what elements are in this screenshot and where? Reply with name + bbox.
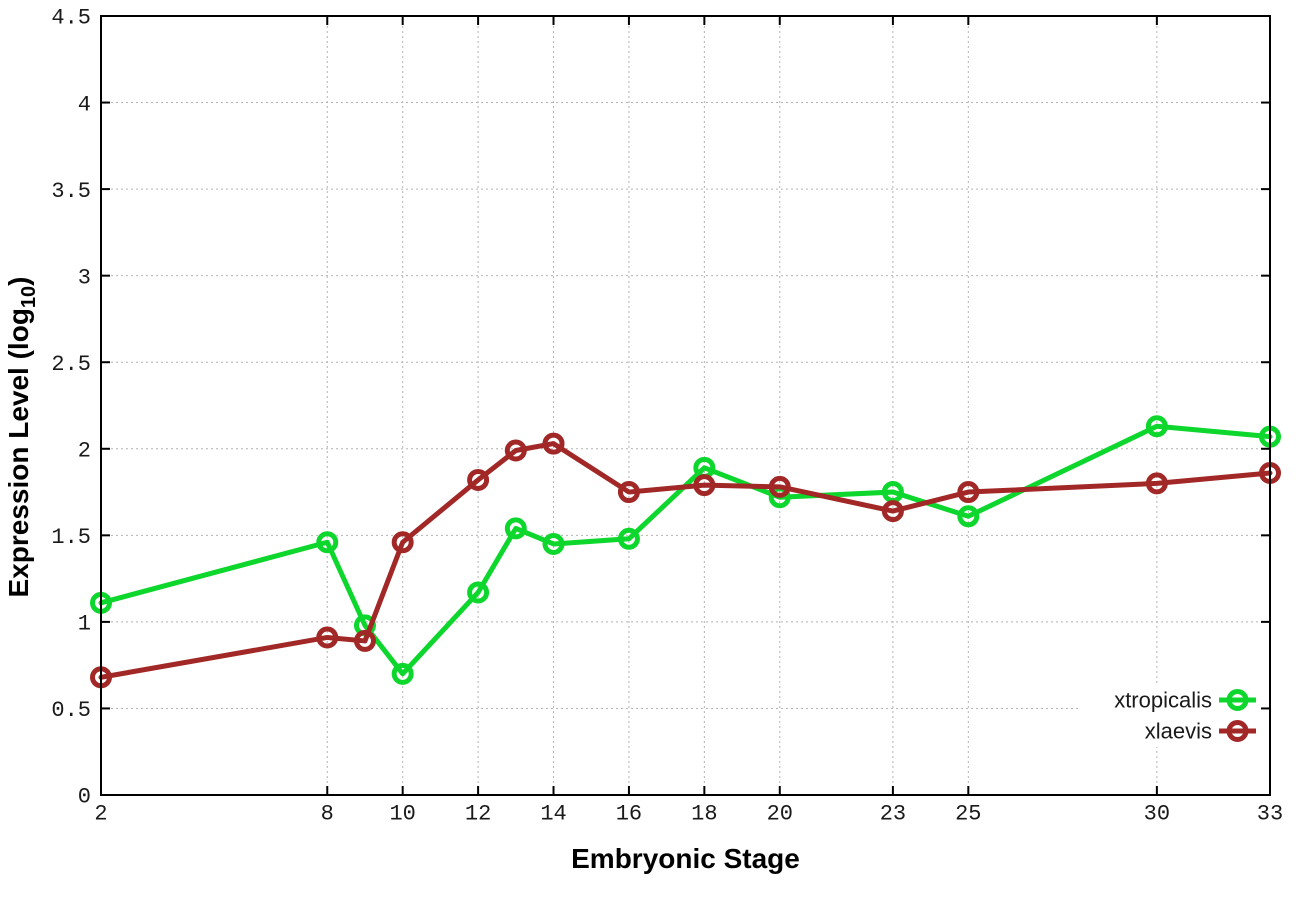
x-tick-label: 18 xyxy=(691,801,717,826)
legend-label-xtropicalis: xtropicalis xyxy=(1114,688,1212,713)
legend-label-xlaevis: xlaevis xyxy=(1145,719,1212,744)
data-point-xlaevis-stage-20 xyxy=(768,475,791,498)
x-tick-label: 25 xyxy=(955,801,981,826)
data-point-xtropicalis-stage-13 xyxy=(504,517,527,540)
data-point-xlaevis-stage-23 xyxy=(881,500,904,523)
y-tick-label: 3 xyxy=(78,265,91,290)
data-point-xtropicalis-stage-8 xyxy=(316,531,339,554)
data-point-xlaevis-stage-18 xyxy=(693,474,716,497)
data-point-xtropicalis-stage-12 xyxy=(467,581,490,604)
plot-border xyxy=(100,15,1271,796)
series-line-xlaevis xyxy=(98,441,1273,680)
y-tick-label: 1.5 xyxy=(51,525,91,550)
y-tick-label: 0 xyxy=(78,785,91,810)
x-tick-label: 20 xyxy=(767,801,793,826)
x-tick-label: 12 xyxy=(465,801,491,826)
data-point-xlaevis-stage-9 xyxy=(353,629,376,652)
legend-sample-marker-xtropicalis xyxy=(1226,689,1249,711)
data-point-xtropicalis-stage-14 xyxy=(542,532,565,555)
x-tick-label: 10 xyxy=(389,801,415,826)
y-tick-label: 1 xyxy=(78,612,91,637)
x-tick-label: 23 xyxy=(880,801,906,826)
y-axis-title-main: Expression Level (log xyxy=(3,308,34,598)
y-axis-title-suffix: ) xyxy=(3,276,34,286)
data-point-xlaevis-stage-12 xyxy=(467,468,490,491)
x-tick-label: 30 xyxy=(1144,801,1170,826)
data-point-xlaevis-stage-13 xyxy=(504,439,527,462)
y-axis-title: Expression Level (log10) xyxy=(3,277,41,598)
y-tick-label: 4 xyxy=(78,92,91,117)
y-axis-title-subscript: 10 xyxy=(18,285,40,309)
y-tick-label: 3.5 xyxy=(51,179,91,204)
data-point-xtropicalis-stage-10 xyxy=(391,662,414,685)
data-point-xlaevis-stage-14 xyxy=(542,432,565,455)
data-point-xlaevis-stage-8 xyxy=(316,626,339,649)
y-tick-label: 2 xyxy=(78,438,91,463)
x-axis-title: Embryonic Stage xyxy=(571,843,800,874)
series-line-xtropicalis xyxy=(98,423,1273,677)
x-tick-label: 16 xyxy=(616,801,642,826)
data-point-xtropicalis-stage-25 xyxy=(957,505,980,528)
y-tick-label: 2.5 xyxy=(51,352,91,377)
data-point-xtropicalis-stage-16 xyxy=(617,527,640,550)
data-point-xlaevis-stage-25 xyxy=(957,481,980,504)
data-point-xlaevis-stage-30 xyxy=(1145,472,1168,495)
x-tick-label: 2 xyxy=(94,801,107,826)
data-point-xlaevis-stage-10 xyxy=(391,531,414,554)
data-point-xtropicalis-stage-30 xyxy=(1145,415,1168,438)
data-point-xlaevis-stage-16 xyxy=(617,481,640,504)
x-tick-label: 33 xyxy=(1257,801,1283,826)
x-tick-label: 14 xyxy=(540,801,566,826)
x-tick-label: 8 xyxy=(321,801,334,826)
y-tick-label: 0.5 xyxy=(51,698,91,723)
y-tick-label: 4.5 xyxy=(51,6,91,31)
legend-sample-marker-xlaevis xyxy=(1226,720,1249,742)
